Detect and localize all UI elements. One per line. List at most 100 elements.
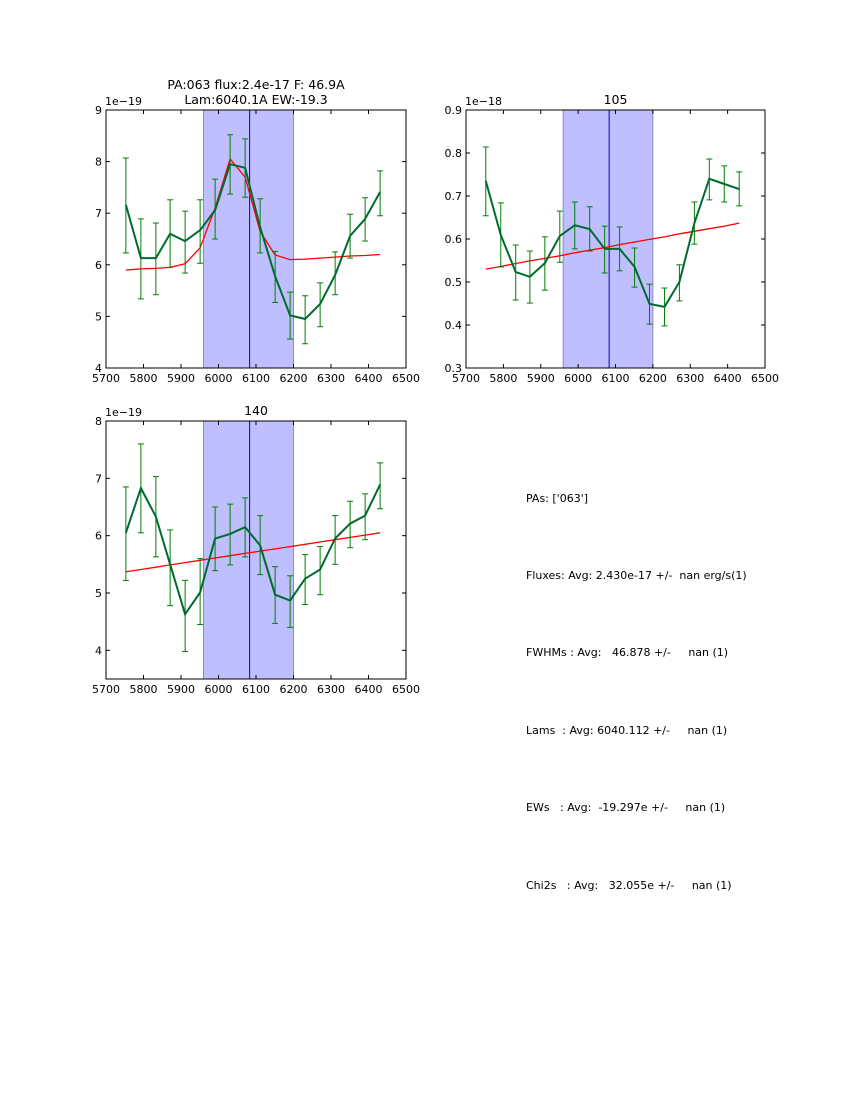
data-point: [500, 234, 502, 236]
x-tick-label: 6400: [355, 372, 383, 385]
stats-chi2s: Chi2s : Avg: 32.055e +/- nan (1): [526, 878, 732, 892]
data-point: [379, 484, 381, 486]
x-tick-label: 5800: [130, 372, 158, 385]
x-tick-label: 6100: [242, 683, 270, 696]
stats-block: PAs: ['063'] Fluxes: Avg: 2.430e-17 +/- …: [526, 434, 747, 924]
y-tick-label: 0.7: [445, 190, 463, 203]
data-point: [738, 188, 740, 190]
x-tick-label: 5800: [489, 372, 517, 385]
data-point: [723, 183, 725, 185]
x-tick-label: 6300: [676, 372, 704, 385]
y-tick-label: 8: [95, 156, 102, 169]
data-point: [244, 167, 246, 169]
stats-lams: Lams : Avg: 6040.112 +/- nan (1): [526, 723, 728, 737]
x-tick-label: 6000: [205, 683, 233, 696]
data-point: [334, 274, 336, 276]
x-tick-label: 6500: [392, 683, 420, 696]
data-point: [319, 303, 321, 305]
data-point: [140, 257, 142, 259]
data-point: [559, 235, 561, 237]
data-point: [214, 209, 216, 211]
data-point: [184, 613, 186, 615]
data-point: [184, 240, 186, 242]
data-point: [169, 563, 171, 565]
y-tick-label: 0.3: [445, 362, 463, 375]
shaded-region: [203, 109, 294, 369]
data-line: [124, 163, 381, 321]
data-point: [140, 487, 142, 489]
y-tick-label: 0.5: [445, 276, 463, 289]
data-point: [364, 218, 366, 220]
data-point: [244, 526, 246, 528]
data-point: [199, 591, 201, 594]
stats-fluxes: Fluxes: Avg: 2.430e-17 +/- nan erg/s(1): [526, 568, 747, 582]
y-tick-label: 8: [95, 415, 102, 428]
y-tick-label: 7: [95, 472, 102, 485]
y-tick-label: 6: [95, 530, 102, 543]
y-tick-label: 5: [95, 587, 102, 600]
x-tick-label: 5800: [130, 683, 158, 696]
y-tick-label: 5: [95, 310, 102, 323]
x-tick-label: 5900: [527, 372, 555, 385]
x-tick-label: 6500: [392, 372, 420, 385]
x-tick-label: 6000: [564, 372, 592, 385]
data-point: [319, 568, 321, 571]
x-tick-label: 6200: [639, 372, 667, 385]
y-tick-label: 9: [95, 104, 102, 117]
data-point: [364, 515, 366, 517]
y-tick-label: 0.9: [445, 104, 463, 117]
data-point: [214, 537, 216, 540]
data-point: [515, 271, 517, 273]
x-tick-label: 6200: [280, 372, 308, 385]
x-tick-label: 6000: [205, 372, 233, 385]
data-point: [529, 276, 531, 278]
data-point: [633, 266, 636, 268]
stats-pas: PAs: ['063']: [526, 491, 589, 505]
x-tick-label: 6400: [714, 372, 742, 385]
y-tick-label: 6: [95, 259, 102, 272]
stats-ews: EWs : Avg: -19.297e +/- nan (1): [526, 801, 726, 815]
chart-panel-2: 5700 5800 5900 6000 6100 6200 6300 6400 6500 0.3 0…: [445, 92, 780, 385]
data-point: [274, 275, 276, 277]
data-point: [229, 533, 231, 535]
data-point: [274, 594, 276, 596]
data-point: [663, 306, 666, 308]
data-point: [485, 180, 487, 182]
chart-title: Lam:6040.1A EW:-19.3: [184, 92, 327, 107]
x-tick-label: 6300: [317, 372, 345, 385]
data-point: [334, 537, 336, 540]
data-point: [155, 516, 157, 518]
data-point: [125, 532, 127, 534]
data-point: [289, 314, 291, 316]
data-line: [124, 484, 382, 617]
chart-title: 140: [244, 403, 268, 418]
x-tick-label: 5700: [452, 372, 480, 385]
shaded-region: [562, 109, 654, 369]
data-point: [259, 226, 261, 228]
x-tick-label: 5900: [167, 372, 195, 385]
data-point: [349, 235, 351, 237]
data-point: [199, 229, 201, 231]
data-point: [544, 262, 546, 264]
data-line: [484, 177, 740, 309]
x-tick-label: 6100: [242, 372, 270, 385]
data-point: [678, 281, 681, 283]
data-point: [155, 257, 157, 259]
data-point: [125, 204, 127, 206]
data-point: [304, 578, 306, 580]
data-point: [648, 303, 651, 305]
data-point: [289, 599, 291, 602]
y-offset-label: 1e−18: [465, 95, 502, 108]
y-tick-label: 4: [95, 644, 102, 657]
y-offset-label: 1e−19: [105, 95, 142, 108]
stats-fwhms: FWHMs : Avg: 46.878 +/- nan (1): [526, 646, 729, 660]
data-point: [693, 222, 695, 224]
x-tick-label: 6400: [355, 683, 383, 696]
x-tick-label: 5700: [92, 683, 120, 696]
data-point: [379, 191, 381, 193]
x-tick-label: 6100: [602, 372, 630, 385]
data-point: [708, 178, 710, 180]
data-point: [169, 233, 171, 235]
data-point: [259, 544, 261, 547]
shaded-region: [203, 420, 294, 680]
